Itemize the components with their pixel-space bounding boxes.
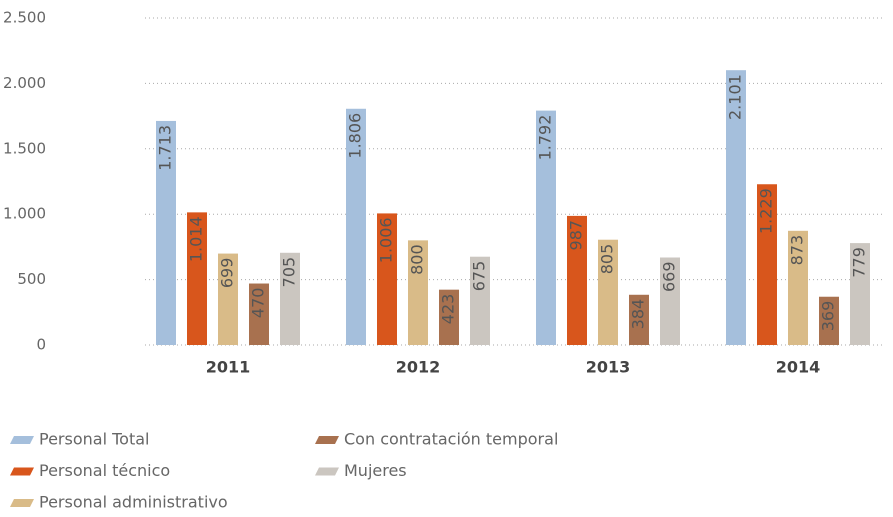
- value-label: 779: [850, 247, 869, 278]
- y-tick-label: 1.500: [3, 139, 46, 157]
- legend-swatch: [315, 436, 339, 444]
- value-label: 384: [629, 299, 648, 330]
- legend-label: Personal Total: [39, 430, 149, 449]
- value-label: 2.101: [726, 74, 745, 120]
- y-tick-label: 2.000: [3, 74, 46, 92]
- bar: [629, 294, 649, 345]
- bar: [536, 110, 556, 345]
- x-tick-label: 2012: [396, 358, 441, 377]
- value-label: 1.806: [346, 113, 365, 159]
- bar: [470, 256, 490, 345]
- legend-label: Personal administrativo: [39, 493, 228, 512]
- bar: [439, 289, 459, 345]
- value-label: 705: [280, 257, 299, 288]
- legend-label: Personal técnico: [39, 461, 170, 480]
- legend-label: Mujeres: [344, 461, 407, 480]
- value-label: 423: [439, 294, 458, 325]
- y-tick-label: 1.000: [3, 205, 46, 223]
- value-label: 369: [819, 301, 838, 332]
- bar: [377, 213, 397, 345]
- bar: [726, 70, 746, 345]
- value-label: 987: [567, 220, 586, 251]
- bar: [249, 283, 269, 345]
- x-tick-label: 2011: [206, 358, 251, 377]
- value-label: 805: [598, 244, 617, 275]
- value-label: 1.014: [187, 216, 206, 262]
- y-tick-label: 500: [17, 270, 46, 288]
- value-label: 699: [218, 258, 237, 289]
- value-label: 800: [408, 244, 427, 275]
- y-tick-label: 0: [36, 336, 46, 354]
- value-label: 1.792: [536, 115, 555, 161]
- bar: [218, 253, 238, 345]
- bar: [187, 212, 207, 345]
- bar: [819, 296, 839, 345]
- legend-label: Con contratación temporal: [344, 430, 558, 449]
- bar: [757, 184, 777, 345]
- legend-swatch: [10, 467, 34, 476]
- legend-swatch: [10, 436, 34, 444]
- bar: [280, 252, 300, 345]
- value-label: 1.713: [156, 125, 175, 171]
- value-label: 675: [470, 261, 489, 292]
- bar: [660, 257, 680, 345]
- legend-swatch: [10, 499, 34, 507]
- bar: [156, 120, 176, 345]
- bar: [408, 240, 428, 345]
- legend-swatch: [315, 467, 339, 476]
- bar: [346, 108, 366, 345]
- bar: [567, 215, 587, 345]
- value-label: 669: [660, 261, 679, 292]
- value-label: 470: [249, 288, 268, 319]
- value-label: 1.229: [757, 188, 776, 234]
- y-tick-label: 2.500: [3, 9, 46, 27]
- value-label: 873: [788, 235, 807, 266]
- bar: [598, 239, 618, 345]
- value-label: 1.006: [377, 217, 396, 263]
- bar: [788, 230, 808, 345]
- x-tick-label: 2013: [586, 358, 631, 377]
- bar: [850, 243, 870, 345]
- x-tick-label: 2014: [776, 358, 821, 377]
